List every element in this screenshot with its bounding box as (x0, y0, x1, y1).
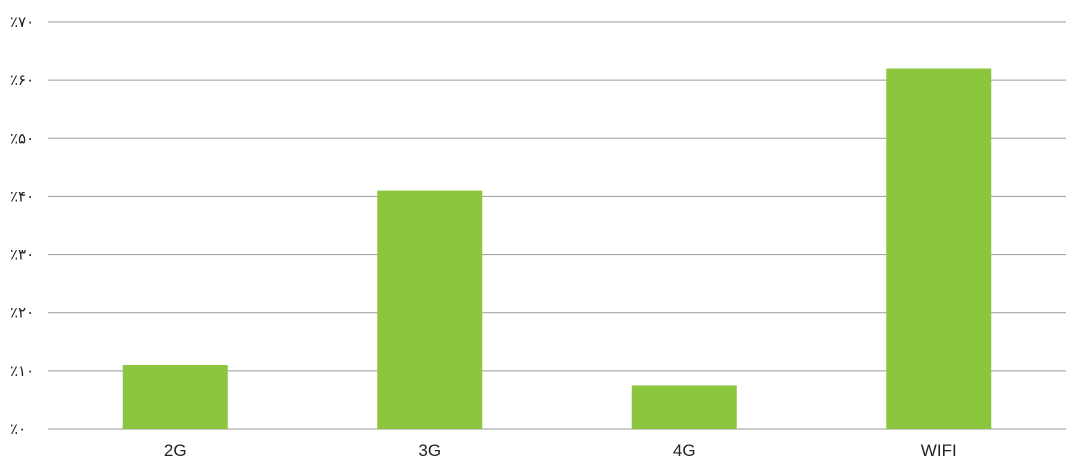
bars (122, 68, 992, 429)
y-tick-label: ٪۵۰ (10, 129, 34, 147)
y-tick-label: ٪۱۰ (10, 362, 34, 380)
bar-2g (122, 365, 228, 429)
y-tick-label: ٪۶۰ (10, 71, 34, 89)
bar-4g (631, 385, 737, 429)
x-tick-label: 2G (164, 441, 187, 460)
bar-3g (377, 190, 483, 429)
x-tick-label: 3G (418, 441, 441, 460)
y-tick-label: ٪۴۰ (10, 187, 34, 205)
y-axis-tick-labels: ٪۰ ٪۱۰ ٪۲۰ ٪۳۰ ٪۴۰ ٪۵۰ ٪۶۰ ٪۷۰ (10, 13, 34, 438)
x-tick-label: WIFI (921, 441, 957, 460)
bar-wifi (886, 68, 992, 429)
y-tick-label: ٪۰ (10, 420, 26, 438)
x-tick-label: 4G (673, 441, 696, 460)
y-tick-label: ٪۲۰ (10, 304, 34, 322)
x-axis-tick-labels: 2G 3G 4G WIFI (164, 441, 957, 460)
y-tick-label: ٪۷۰ (10, 13, 34, 31)
y-tick-label: ٪۳۰ (10, 246, 34, 264)
